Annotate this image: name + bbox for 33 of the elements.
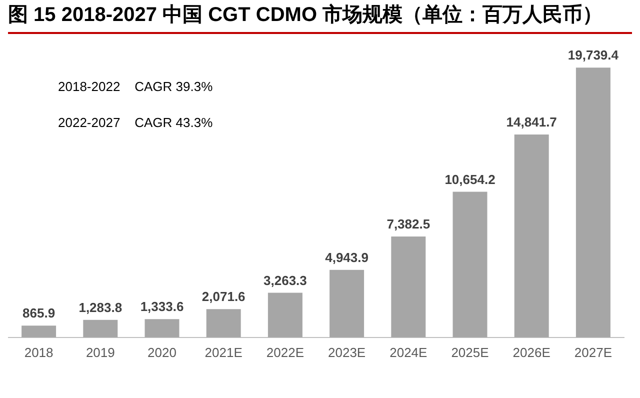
data-label: 14,841.7: [506, 114, 557, 130]
bar: [391, 236, 426, 338]
annotation: 2022-2027 CAGR 43.3%: [58, 115, 214, 130]
x-tick-label: 2027E: [574, 344, 612, 360]
x-tick-label: 2019: [86, 344, 115, 360]
x-tick-label: 2023E: [328, 344, 366, 360]
data-label: 10,654.2: [444, 172, 496, 187]
x-tick-label: 2021E: [204, 344, 243, 360]
bar: [22, 326, 56, 338]
x-tick-label: 2026E: [512, 344, 551, 360]
data-label: 3,263.3: [264, 272, 307, 288]
data-label: 2,071.6: [202, 289, 246, 304]
data-label: 1,283.8: [78, 300, 122, 315]
data-label: 1,333.6: [140, 299, 184, 314]
data-label: 865.9: [22, 306, 56, 321]
data-label: 7,382.5: [386, 216, 430, 232]
data-label: 19,739.4: [568, 48, 620, 63]
bar: [330, 270, 364, 338]
bar: [144, 319, 180, 338]
x-tick-label: 2025E: [451, 344, 490, 360]
x-tick-label: 2022E: [266, 344, 304, 360]
annotation: 2018-2022 CAGR 39.3%: [58, 79, 214, 94]
bar: [268, 292, 302, 338]
x-tick-label: 2024E: [390, 344, 428, 360]
bar: [576, 68, 610, 338]
data-label: 4,943.9: [325, 250, 368, 265]
x-tick-label: 2020: [148, 344, 176, 360]
bar: [514, 134, 549, 338]
chart-title: 图 15 2018-2027 中国 CGT CDMO 市场规模（单位：百万人民币）: [8, 2, 632, 34]
x-tick-label: 2018: [24, 344, 54, 360]
bar: [452, 192, 488, 338]
bar: [206, 309, 241, 338]
bar: [83, 320, 118, 338]
